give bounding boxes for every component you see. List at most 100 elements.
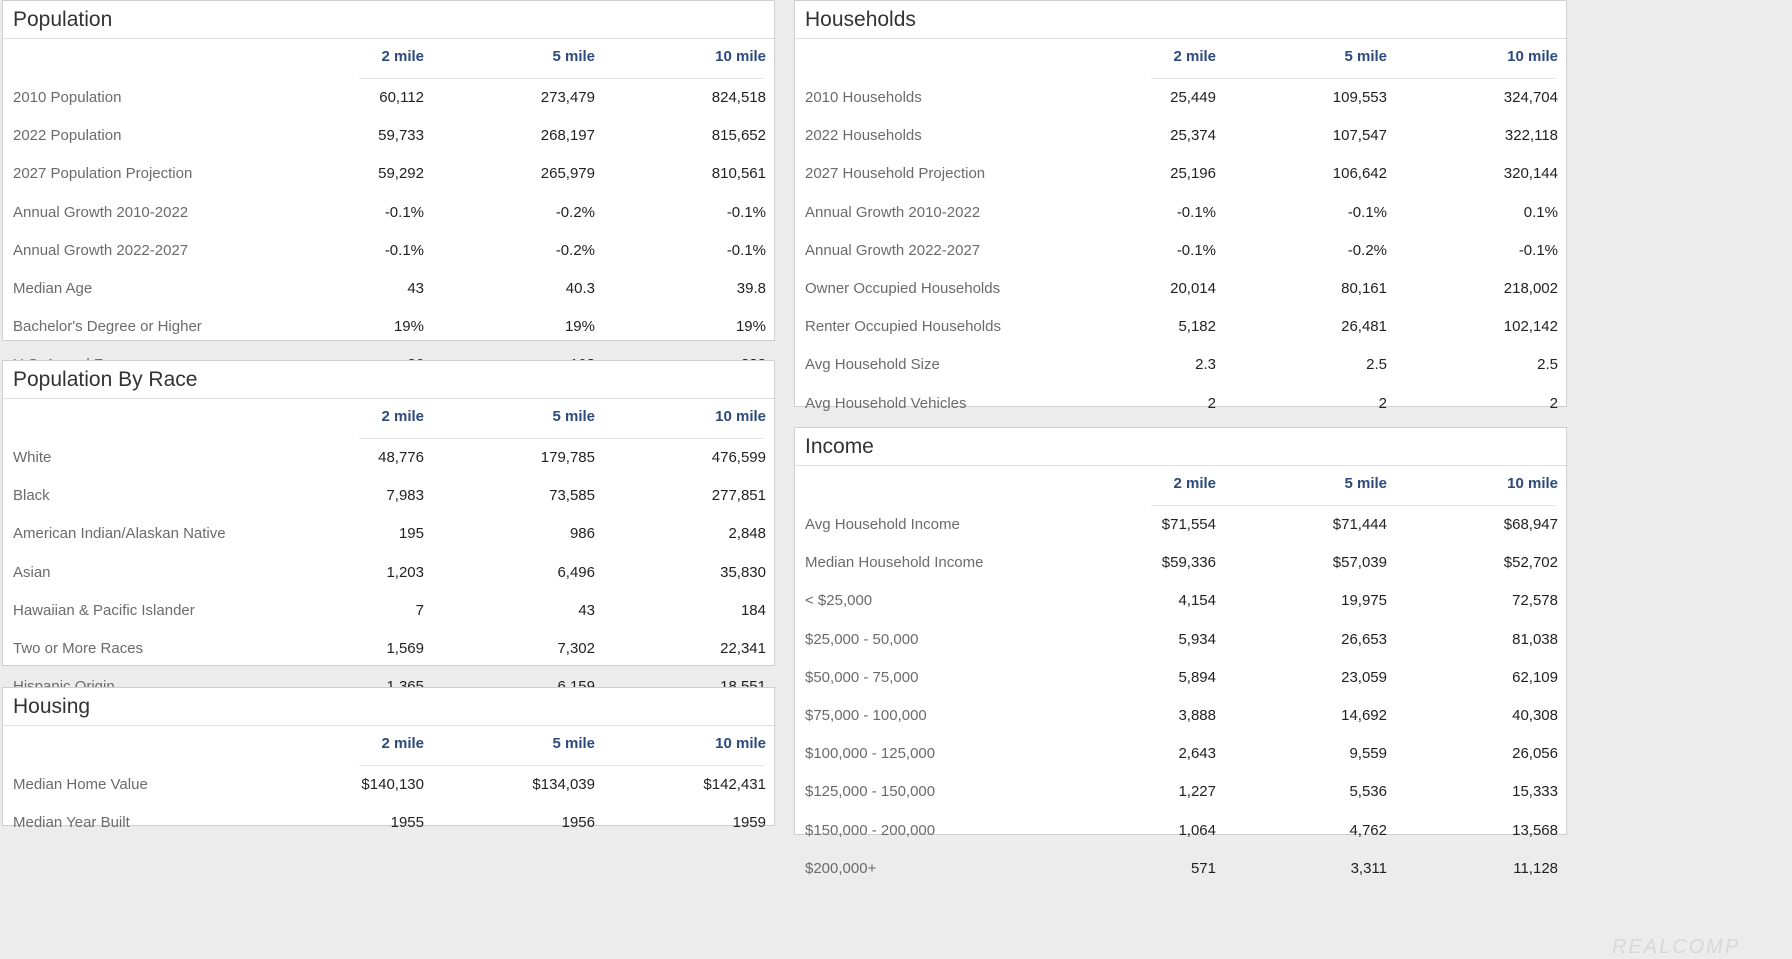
row-label: Owner Occupied Households	[805, 279, 1001, 297]
housing-panel: Housing 2 mile 5 mile 10 mile Median Home Va…	[2, 687, 775, 831]
row-value-2-mile: -0.1%	[384, 241, 424, 259]
column-header-10-mile: 10 mile	[1507, 48, 1558, 65]
row-label: $50,000 - 75,000	[805, 668, 919, 686]
row-value-5-mile: -0.2%	[555, 241, 595, 259]
row-value-2-mile: $59,336	[1161, 554, 1216, 572]
row-label: 2027 Household Projection	[805, 165, 986, 183]
row-value-10-mile: -0.1%	[726, 203, 766, 221]
row-label: Avg Household Vehicles	[805, 394, 967, 412]
table-row: Owner Occupied Households 20,014 80,161 218…	[795, 270, 1566, 308]
row-value-5-mile: -0.1%	[1347, 203, 1387, 221]
row-value-2-mile: 20,014	[1170, 279, 1216, 297]
column-header-5-mile: 5 mile	[552, 735, 595, 752]
row-value-5-mile: 273,479	[540, 89, 595, 106]
row-value-2-mile: 3,888	[1178, 706, 1216, 724]
row-value-5-mile: 7,302	[557, 639, 595, 657]
table-row: < $25,000 4,154 19,975 72,578	[795, 582, 1566, 620]
row-value-2-mile: 7	[415, 601, 424, 619]
column-header-2-mile: 2 mile	[1173, 48, 1216, 65]
row-value-5-mile: 14,692	[1341, 706, 1387, 724]
row-value-5-mile: 80,161	[1341, 279, 1387, 297]
row-value-5-mile: 43	[578, 601, 595, 619]
row-label: $25,000 - 50,000	[805, 630, 919, 648]
row-value-5-mile: 19,975	[1341, 592, 1387, 610]
row-value-10-mile: $68,947	[1503, 516, 1558, 533]
row-label: 2010 Population	[13, 89, 122, 106]
row-label: Annual Growth 2022-2027	[13, 241, 189, 259]
row-value-2-mile: 5,182	[1178, 318, 1216, 336]
header-divider	[1151, 505, 1556, 506]
income-panel: Income 2 mile 5 mile 10 mile Avg Household I…	[794, 427, 1567, 877]
row-value-5-mile: 23,059	[1341, 668, 1387, 686]
row-label: Median Household Income	[805, 554, 984, 572]
row-value-10-mile: 218,002	[1503, 279, 1558, 297]
row-label: Annual Growth 2010-2022	[805, 203, 981, 221]
row-value-5-mile: -0.2%	[1347, 241, 1387, 259]
income-title: Income	[795, 428, 1566, 466]
column-header-5-mile: 5 mile	[552, 48, 595, 65]
population-panel: Population 2 mile 5 mile 10 mile 2010 Popula…	[2, 0, 775, 373]
row-value-5-mile: 40.3	[565, 279, 595, 297]
row-value-10-mile: 81,038	[1512, 630, 1558, 648]
population-by-race-column-header-row: 2 mile 5 mile 10 mile	[3, 399, 774, 439]
row-label: < $25,000	[805, 592, 873, 610]
row-label: Annual Growth 2010-2022	[13, 203, 189, 221]
watermark: REALCOMP	[1612, 936, 1741, 958]
row-value-5-mile: 179,785	[540, 449, 595, 466]
row-label: Median Age	[13, 279, 93, 297]
row-value-5-mile: 986	[569, 525, 595, 543]
row-value-10-mile: 102,142	[1503, 318, 1558, 336]
row-value-10-mile: 0.1%	[1523, 203, 1558, 221]
row-value-10-mile: 824,518	[711, 89, 766, 106]
population-by-race-panel: Population By Race 2 mile 5 mile 10 mile Whi…	[2, 360, 775, 695]
population-by-race-title: Population By Race	[3, 361, 774, 399]
row-label: 2027 Population Projection	[13, 165, 193, 183]
table-row: Asian 1,203 6,496 35,830	[3, 554, 774, 592]
row-value-10-mile: 72,578	[1512, 592, 1558, 610]
row-label: Bachelor's Degree or Higher	[13, 318, 202, 336]
row-label: $100,000 - 125,000	[805, 745, 936, 763]
table-row: 2022 Population 59,733 268,197 815,652	[3, 117, 774, 155]
row-label: Avg Household Income	[805, 516, 960, 533]
row-value-10-mile: 39.8	[736, 279, 766, 297]
table-row: Renter Occupied Households 5,182 26,481 102…	[795, 308, 1566, 346]
row-label: White	[13, 449, 52, 466]
row-value-10-mile: 2.5	[1537, 356, 1558, 374]
column-header-10-mile: 10 mile	[715, 735, 766, 752]
column-header-2-mile: 2 mile	[381, 48, 424, 65]
row-value-10-mile: 2	[1549, 394, 1558, 412]
table-row: 2010 Population 60,112 273,479 824,518	[3, 79, 774, 117]
table-row: Hawaiian & Pacific Islander 7 43 184	[3, 592, 774, 630]
header-divider	[359, 438, 764, 439]
row-value-10-mile: 322,118	[1504, 127, 1558, 145]
households-panel: Households 2 mile 5 mile 10 mile 2010 Househ…	[794, 0, 1567, 450]
row-value-10-mile: 13,568	[1512, 821, 1558, 839]
row-value-5-mile: 107,547	[1332, 127, 1387, 145]
population-title: Population	[3, 1, 774, 39]
row-value-2-mile: 2	[1207, 394, 1216, 412]
households-column-header-row: 2 mile 5 mile 10 mile	[795, 39, 1566, 79]
row-value-5-mile: $57,039	[1332, 554, 1387, 572]
row-value-10-mile: 40,308	[1512, 706, 1558, 724]
row-value-5-mile: -0.2%	[555, 203, 595, 221]
table-row: Avg Household Income $71,554 $71,444 $68,94…	[795, 506, 1566, 544]
row-label: Median Year Built	[13, 814, 130, 832]
table-row: $50,000 - 75,000 5,894 23,059 62,109	[795, 659, 1566, 697]
row-label: 2010 Households	[805, 89, 922, 106]
row-value-5-mile: 73,585	[549, 487, 595, 505]
row-value-2-mile: 1,064	[1178, 821, 1216, 839]
row-value-2-mile: 2.3	[1195, 356, 1216, 374]
row-value-2-mile: 48,776	[378, 449, 424, 466]
column-header-10-mile: 10 mile	[715, 408, 766, 425]
row-value-10-mile: $52,702	[1503, 554, 1558, 572]
row-value-5-mile: 19%	[564, 318, 595, 336]
row-value-2-mile: 1,203	[386, 563, 424, 581]
table-row: 2010 Households 25,449 109,553 324,704	[795, 79, 1566, 117]
row-value-5-mile: $71,444	[1332, 516, 1387, 533]
header-divider	[1151, 78, 1556, 79]
table-row: $75,000 - 100,000 3,888 14,692 40,308	[795, 697, 1566, 735]
row-value-5-mile: 109,553	[1332, 89, 1387, 106]
table-row: Bachelor's Degree or Higher 19% 19% 19%	[3, 308, 774, 346]
row-value-2-mile: 4,154	[1178, 592, 1216, 610]
row-value-10-mile: 815,652	[711, 127, 766, 145]
